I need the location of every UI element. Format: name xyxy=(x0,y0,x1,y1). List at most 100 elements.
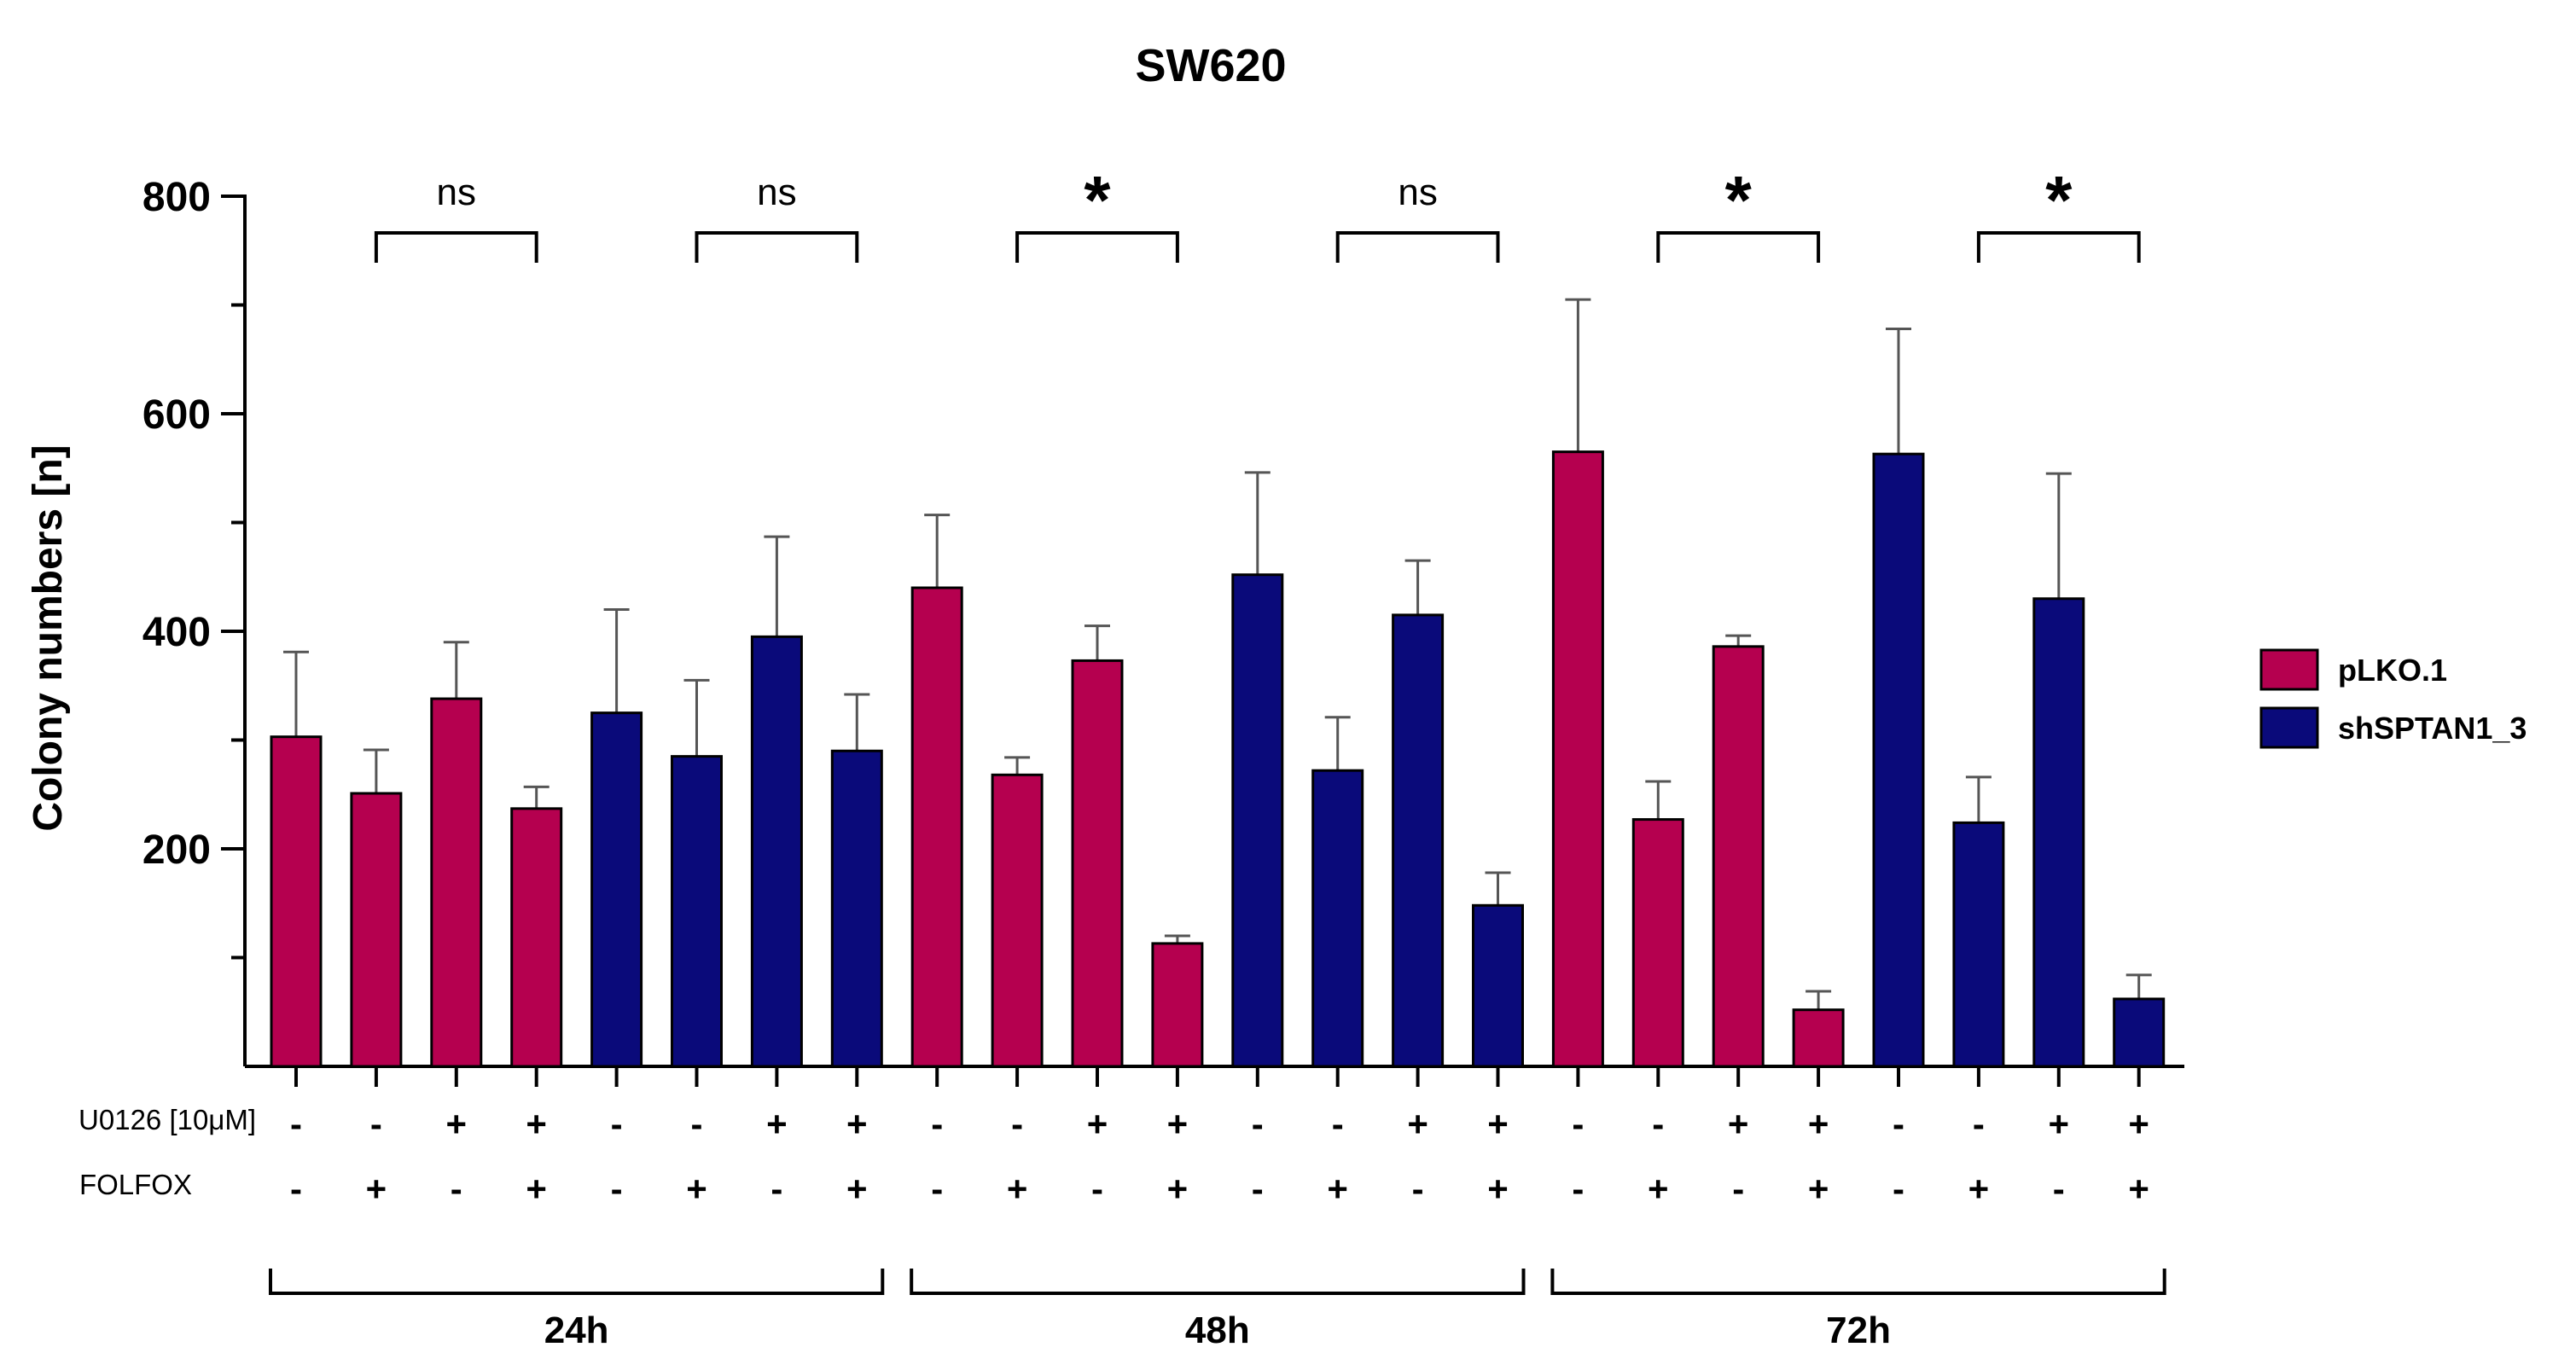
u0126-sign: + xyxy=(1728,1104,1749,1144)
folfox-sign: - xyxy=(451,1169,462,1209)
bar xyxy=(1551,450,1604,1068)
u0126-sign: - xyxy=(1893,1104,1904,1144)
u0126-sign: + xyxy=(1808,1104,1829,1144)
folfox-sign: - xyxy=(290,1169,302,1209)
group-bracket xyxy=(269,1269,885,1295)
legend-swatch xyxy=(2259,648,2319,691)
bar xyxy=(1392,613,1445,1068)
folfox-sign: - xyxy=(931,1169,943,1209)
y-tick-label: 200 xyxy=(142,827,211,873)
bar xyxy=(1311,769,1364,1068)
u0126-sign: + xyxy=(1487,1104,1509,1144)
folfox-sign: + xyxy=(1487,1169,1509,1209)
bar xyxy=(430,697,483,1068)
legend-label: pLKO.1 xyxy=(2338,653,2447,688)
u0126-sign: - xyxy=(1011,1104,1023,1144)
significance-label: ns xyxy=(437,171,476,213)
significance-bracket xyxy=(1976,231,2141,263)
bar xyxy=(1071,659,1124,1068)
y-tick-label: 600 xyxy=(142,392,211,438)
folfox-sign: + xyxy=(1007,1169,1028,1209)
folfox-sign: + xyxy=(846,1169,868,1209)
folfox-sign: - xyxy=(2053,1169,2065,1209)
significance-label: * xyxy=(1725,162,1753,238)
folfox-sign: + xyxy=(366,1169,387,1209)
legend: pLKO.1 shSPTAN1_3 xyxy=(2259,648,2527,749)
significance-bracket xyxy=(1335,231,1500,263)
folfox-sign: + xyxy=(526,1169,547,1209)
folfox-sign: + xyxy=(1327,1169,1348,1209)
bar xyxy=(350,792,403,1068)
folfox-sign: - xyxy=(1893,1169,1904,1209)
significance-label: * xyxy=(2045,162,2073,238)
bar xyxy=(590,711,643,1068)
folfox-sign: + xyxy=(1968,1169,1990,1209)
u0126-sign: - xyxy=(691,1104,703,1144)
folfox-sign: + xyxy=(686,1169,707,1209)
bar xyxy=(830,749,883,1068)
significance-bracket xyxy=(1656,231,1821,263)
y-tick-label: 800 xyxy=(142,175,211,220)
significance-bracket xyxy=(695,231,859,263)
bar xyxy=(1712,645,1765,1068)
bar xyxy=(1231,573,1284,1068)
group-label: 48h xyxy=(1185,1309,1250,1351)
bar xyxy=(1631,818,1684,1068)
folfox-sign: + xyxy=(1648,1169,1669,1209)
u0126-sign: - xyxy=(1572,1104,1584,1144)
u0126-sign: - xyxy=(370,1104,382,1144)
bar xyxy=(2032,597,2085,1068)
u0126-sign: + xyxy=(446,1104,468,1144)
group-bracket xyxy=(910,1269,1526,1295)
bar xyxy=(1472,903,1524,1068)
bar xyxy=(2113,997,2166,1068)
u0126-sign: + xyxy=(1167,1104,1189,1144)
u0126-sign: - xyxy=(1332,1104,1344,1144)
y-tick-label: 400 xyxy=(142,610,211,655)
u0126-sign: - xyxy=(931,1104,943,1144)
legend-swatch xyxy=(2259,706,2319,749)
folfox-sign: + xyxy=(1808,1169,1829,1209)
group-label: 72h xyxy=(1826,1309,1891,1351)
bar xyxy=(270,735,323,1068)
group-bracket xyxy=(1550,1269,2166,1295)
bar xyxy=(1872,452,1925,1068)
bar xyxy=(510,807,563,1068)
chart-title: SW620 xyxy=(1135,40,1286,91)
plot-area: 200 400 600 800 - - - + + - + + - - - + + - + + - - - + + - + + - - - +… xyxy=(142,162,2184,1351)
bar xyxy=(750,635,803,1068)
group-label: 24h xyxy=(544,1309,609,1351)
bar xyxy=(671,755,723,1068)
u0126-sign: - xyxy=(1973,1104,1985,1144)
folfox-sign: - xyxy=(611,1169,623,1209)
bar xyxy=(1952,821,2005,1068)
folfox-sign: + xyxy=(2128,1169,2149,1209)
significance-bracket xyxy=(374,231,538,263)
legend-label: shSPTAN1_3 xyxy=(2338,711,2527,746)
bar xyxy=(1151,942,1204,1068)
significance-label: * xyxy=(1084,162,1111,238)
u0126-sign: + xyxy=(846,1104,868,1144)
significance-label: ns xyxy=(757,171,796,213)
u0126-sign: + xyxy=(1087,1104,1108,1144)
u0126-sign: + xyxy=(2049,1104,2070,1144)
bar xyxy=(910,586,963,1068)
u0126-sign: - xyxy=(1252,1104,1264,1144)
folfox-sign: - xyxy=(1572,1169,1584,1209)
u0126-sign: - xyxy=(1652,1104,1664,1144)
folfox-sign: - xyxy=(1732,1169,1744,1209)
folfox-row-label: FOLFOX xyxy=(79,1169,192,1200)
folfox-sign: + xyxy=(1167,1169,1189,1209)
significance-bracket xyxy=(1015,231,1179,263)
significance-label: ns xyxy=(1398,171,1437,213)
u0126-sign: + xyxy=(766,1104,788,1144)
u0126-sign: + xyxy=(2128,1104,2149,1144)
u0126-sign: + xyxy=(526,1104,547,1144)
bar xyxy=(991,773,1044,1068)
y-axis-title: Colony numbers [n] xyxy=(26,444,71,831)
folfox-sign: - xyxy=(1252,1169,1264,1209)
u0126-row-label: U0126 [10μM] xyxy=(79,1104,256,1135)
folfox-sign: - xyxy=(1091,1169,1103,1209)
folfox-sign: - xyxy=(1412,1169,1424,1209)
